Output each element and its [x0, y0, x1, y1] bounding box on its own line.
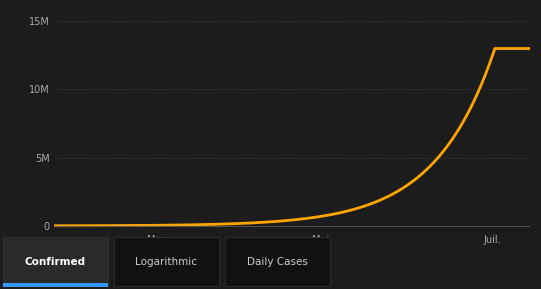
Text: Logarithmic: Logarithmic [135, 257, 197, 266]
Bar [3, 283, 108, 287]
Bar [3, 237, 108, 286]
Bar [225, 237, 330, 286]
Text: Confirmed: Confirmed [25, 257, 86, 266]
Text: Daily Cases: Daily Cases [247, 257, 308, 266]
Bar [114, 237, 219, 286]
